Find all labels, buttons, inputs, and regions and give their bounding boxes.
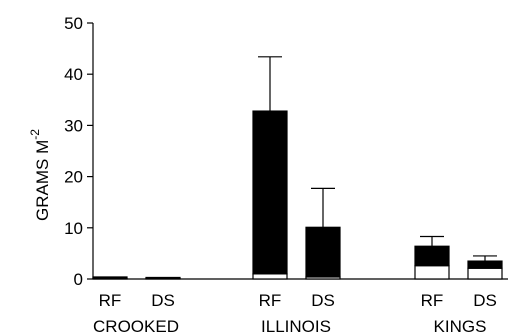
y-tick-label: 10: [64, 219, 83, 238]
y-tick-label: 0: [74, 270, 83, 289]
bar-category-label: DS: [473, 291, 497, 310]
y-tick-label: 30: [64, 116, 83, 135]
bar-upper-segment: [145, 276, 181, 280]
y-axis-label: GRAMS M-2: [28, 129, 52, 221]
bar-lower-segment: [414, 265, 450, 280]
labels: 0 10 20 30 40 50 RF DS CROOKED RF DS ILLINOIS RF DS KI…: [64, 14, 497, 335]
bar-category-label: DS: [151, 291, 175, 310]
bar-category-label: RF: [99, 291, 122, 310]
axes: [87, 22, 508, 280]
bar-lower-segment: [467, 267, 503, 280]
group-label: KINGS: [434, 317, 487, 335]
y-tick-label: 50: [64, 14, 83, 33]
bar-upper-segment: [92, 276, 128, 280]
y-tick-label: 20: [64, 168, 83, 187]
bars: [92, 56, 503, 280]
bar-category-label: RF: [259, 291, 282, 310]
bar-lower-segment: [252, 273, 288, 280]
y-tick-label: 40: [64, 65, 83, 84]
bar-category-label: RF: [421, 291, 444, 310]
bar-category-label: DS: [311, 291, 335, 310]
group-label: ILLINOIS: [261, 317, 331, 335]
group-label: CROOKED: [93, 317, 179, 335]
